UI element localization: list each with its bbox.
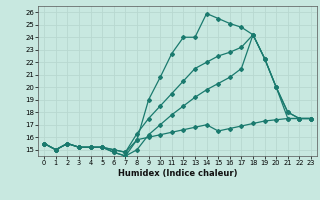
X-axis label: Humidex (Indice chaleur): Humidex (Indice chaleur) (118, 169, 237, 178)
